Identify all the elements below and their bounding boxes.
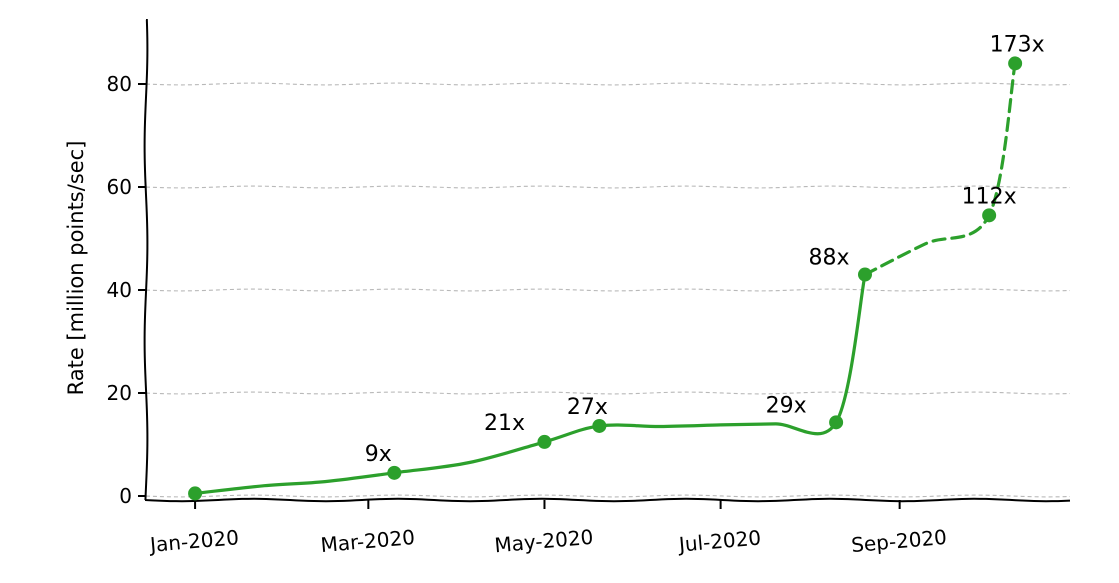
y-axis-title: Rate [million points/sec] (64, 141, 88, 396)
point-label: 29x (766, 393, 807, 418)
data-point (188, 486, 203, 501)
data-point (857, 267, 872, 282)
y-tick-label: 40 (107, 278, 132, 302)
x-axis-line (145, 497, 1071, 503)
point-label: 27x (567, 395, 608, 420)
data-point (829, 415, 844, 430)
y-axis-line (143, 19, 149, 501)
x-tick-label: Jul-2020 (676, 525, 762, 556)
x-tick-label: Mar-2020 (320, 525, 416, 557)
y-tick-label: 80 (107, 72, 132, 96)
gridline-3 (145, 185, 1071, 189)
data-point (537, 434, 552, 449)
point-label: 112x (962, 184, 1017, 209)
data-point (592, 418, 607, 433)
data-point (1008, 56, 1023, 71)
point-label: 173x (990, 32, 1045, 57)
series-line-solid (193, 273, 867, 495)
y-tick-label: 60 (107, 175, 132, 199)
y-tick-label: 0 (119, 484, 132, 508)
point-label: 88x (808, 246, 849, 271)
gridline-1 (145, 391, 1071, 395)
gridline-4 (145, 82, 1071, 86)
gridline-2 (145, 288, 1071, 292)
gridline-0 (145, 494, 1071, 498)
data-point (387, 465, 402, 480)
point-label: 9x (365, 442, 392, 467)
series-line-dashed (863, 61, 1017, 277)
x-tick-label: Sep-2020 (850, 525, 948, 557)
gridlines (145, 82, 1071, 498)
data-point (982, 208, 997, 223)
axes (143, 19, 1071, 503)
annotation-labels: 9x 21x 27x 29x 88x 112x 173x (365, 32, 1045, 466)
data-points (188, 56, 1023, 501)
y-tick-label: 20 (107, 381, 132, 405)
x-tick-label: May-2020 (493, 525, 594, 558)
x-tick-label: Jan-2020 (147, 525, 240, 557)
point-label: 21x (484, 411, 525, 436)
ticks: 0 20 40 60 80 Jan-2020 Mar-2020 May-2020 Jul-202… (107, 72, 948, 557)
series-lines (193, 61, 1017, 495)
